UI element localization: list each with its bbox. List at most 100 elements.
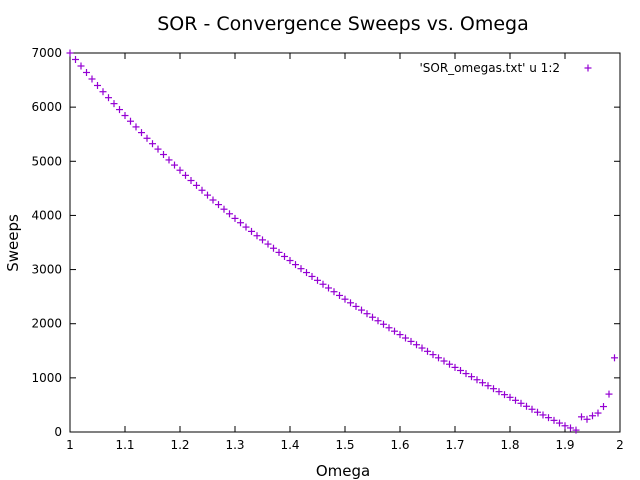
- x-tick-label: 1.2: [170, 438, 189, 452]
- data-point: [462, 370, 470, 378]
- data-point: [176, 166, 184, 174]
- x-tick-label: 1: [66, 438, 74, 452]
- chart-title: SOR - Convergence Sweeps vs. Omega: [157, 13, 529, 35]
- data-point: [374, 317, 382, 325]
- data-point: [110, 100, 118, 108]
- data-point: [380, 320, 387, 328]
- data-point: [336, 291, 343, 299]
- data-point: [385, 324, 393, 332]
- data-point: [215, 201, 222, 209]
- data-point: [512, 396, 519, 404]
- data-point: [297, 265, 305, 273]
- legend-marker-plus: [584, 64, 592, 72]
- data-point: [391, 327, 398, 335]
- data-point: [198, 186, 206, 194]
- data-point: [143, 134, 151, 142]
- data-point: [589, 412, 596, 420]
- data-point: [308, 272, 316, 280]
- legend-label: 'SOR_omegas.txt' u 1:2: [419, 61, 560, 75]
- data-point: [363, 310, 371, 318]
- data-point: [341, 295, 349, 303]
- data-point: [286, 257, 294, 265]
- x-tick-label: 1.6: [390, 438, 409, 452]
- data-point: [259, 236, 266, 244]
- data-point: [594, 409, 602, 417]
- data-point: [319, 280, 327, 288]
- plot-axes: [69, 52, 621, 433]
- data-point: [396, 331, 404, 339]
- data-point: [154, 145, 162, 153]
- data-point: [501, 391, 508, 399]
- data-point: [479, 379, 486, 387]
- data-point: [440, 357, 448, 365]
- x-axis-label: Omega: [316, 462, 370, 480]
- data-point: [160, 151, 167, 159]
- data-point: [72, 55, 79, 63]
- data-point: [275, 248, 283, 256]
- plot-frame: [69, 52, 621, 433]
- x-tick-label: 1.3: [225, 438, 244, 452]
- data-point: [330, 288, 338, 296]
- data-point: [242, 223, 250, 231]
- data-point: [281, 252, 288, 260]
- data-point: [264, 240, 272, 248]
- data-point: [325, 284, 332, 292]
- y-tick-label: 6000: [31, 100, 62, 114]
- legend: 'SOR_omegas.txt' u 1:2: [419, 61, 592, 75]
- data-point: [578, 413, 585, 421]
- x-tick-label: 1.8: [500, 438, 519, 452]
- data-point: [429, 351, 437, 359]
- data-point: [446, 360, 453, 368]
- y-tick-label: 0: [54, 425, 62, 439]
- data-point: [292, 261, 299, 269]
- data-point: [209, 196, 217, 204]
- data-point: [204, 191, 211, 199]
- data-point: [528, 405, 536, 413]
- data-point: [600, 403, 607, 411]
- data-point: [193, 181, 200, 189]
- x-tick-label: 1.1: [115, 438, 134, 452]
- data-point: [545, 414, 552, 422]
- data-point: [171, 161, 178, 169]
- data-point: [303, 269, 310, 277]
- data-point: [567, 424, 574, 432]
- data-point: [138, 129, 145, 137]
- data-point: [418, 344, 426, 352]
- data-point: [413, 341, 420, 349]
- data-point: [457, 366, 464, 374]
- x-tick-label: 1.4: [280, 438, 299, 452]
- data-point: [248, 227, 255, 235]
- data-point: [231, 214, 239, 222]
- data-point: [534, 408, 541, 416]
- data-point: [88, 75, 96, 83]
- data-point: [116, 106, 123, 114]
- data-point: [523, 402, 530, 410]
- data-point: [352, 302, 360, 310]
- data-point: [99, 88, 107, 96]
- data-point: [539, 411, 547, 419]
- data-point: [253, 232, 261, 240]
- data-point: [550, 416, 558, 424]
- data-point: [605, 390, 613, 398]
- x-tick-label: 2: [616, 438, 624, 452]
- data-point: [165, 156, 173, 164]
- data-point: [517, 399, 525, 407]
- data-point: [506, 393, 514, 401]
- data-point: [83, 68, 90, 76]
- data-point: [220, 205, 228, 213]
- y-axis-label: Sweeps: [4, 214, 22, 272]
- data-point: [572, 426, 580, 434]
- data-point: [495, 388, 503, 396]
- data-point: [561, 422, 569, 430]
- x-tick-label: 1.5: [335, 438, 354, 452]
- data-point: [402, 334, 409, 342]
- y-tick-label: 7000: [31, 46, 62, 60]
- data-point: [187, 177, 195, 185]
- data-point: [182, 171, 189, 179]
- data-point: [583, 415, 591, 423]
- data-point: [149, 140, 156, 148]
- data-point: [611, 354, 618, 362]
- data-point: [226, 210, 233, 218]
- y-tick-label: 4000: [31, 208, 62, 222]
